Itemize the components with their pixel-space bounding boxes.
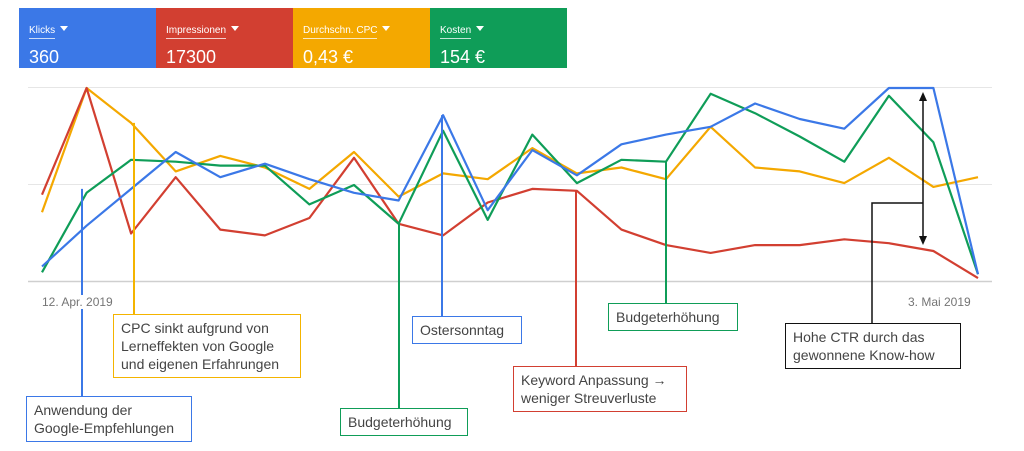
- x-axis-end-label: 3. Mai 2019: [908, 295, 971, 309]
- series-line-durchschn-cpc: [40, 86, 979, 213]
- metric-impressionen-label[interactable]: Impressionen: [166, 25, 227, 39]
- metric-impressionen[interactable]: Impressionen 17300: [156, 8, 293, 68]
- arrow-up-icon: [919, 92, 927, 101]
- annotation-cpc: CPC sinkt aufgrund von Lerneffekten von …: [113, 314, 301, 378]
- caret-down-icon[interactable]: [382, 26, 391, 32]
- metric-klicks-value: 360: [29, 47, 60, 67]
- annotation-google-empfehlungen: Anwendung der Google-Empfehlungen: [26, 396, 192, 442]
- metric-kosten[interactable]: Kosten 154 €: [430, 8, 567, 68]
- arrow-down-icon: [919, 236, 927, 245]
- metric-impressionen-value: 17300: [166, 47, 217, 67]
- series-line-klicks: [41, 86, 980, 275]
- x-axis-start-label: 12. Apr. 2019: [42, 295, 113, 309]
- metric-kosten-label[interactable]: Kosten: [440, 25, 472, 39]
- annotation-keyword-anpassung: Keyword Anpassung → weniger Streuverlust…: [513, 366, 687, 412]
- annotation-budgeterhoehung-2: Budgeterhöhung: [608, 303, 738, 331]
- metric-cpc-value: 0,43 €: [303, 47, 354, 67]
- caret-down-icon[interactable]: [60, 26, 69, 32]
- annotation-ostersonntag: Ostersonntag: [412, 316, 522, 344]
- caret-down-icon[interactable]: [476, 26, 485, 32]
- metric-klicks[interactable]: Klicks 360: [19, 8, 156, 68]
- series-line-impressionen: [40, 86, 979, 280]
- annotation-hohe-ctr: Hohe CTR durch das gewonnene Know-how: [785, 323, 961, 369]
- metric-bar: Klicks 360 Impressionen 17300 Durchschn.…: [19, 8, 567, 68]
- metric-klicks-label[interactable]: Klicks: [29, 25, 56, 39]
- metric-kosten-value: 154 €: [440, 47, 486, 67]
- leader-ctr: [871, 202, 923, 325]
- metric-cpc-label[interactable]: Durchschn. CPC: [303, 25, 378, 39]
- metric-cpc[interactable]: Durchschn. CPC 0,43 €: [293, 8, 430, 68]
- annotation-budgeterhoehung-1: Budgeterhöhung: [340, 408, 468, 436]
- caret-down-icon[interactable]: [231, 26, 240, 32]
